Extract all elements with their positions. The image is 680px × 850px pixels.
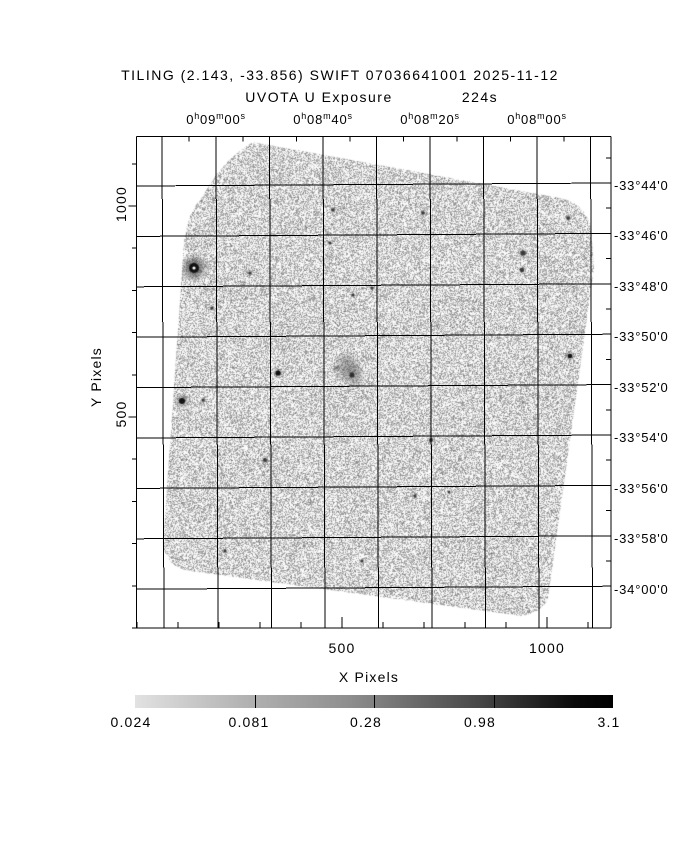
- x-tick-label: 500: [329, 640, 356, 656]
- x-tick-label: 1000: [529, 640, 565, 656]
- plot-line: [377, 137, 379, 629]
- ra-tick-label: 0h08m20s: [400, 112, 460, 127]
- ra-tick-label: 0h08m00s: [507, 112, 567, 127]
- plot-line: [137, 284, 612, 287]
- dec-tick-label: -33°54'0: [614, 430, 669, 445]
- colorbar-tick-label: 3.1: [597, 714, 620, 730]
- dec-tick-label: -33°52'0: [614, 380, 669, 395]
- dec-tick-label: -33°48'0: [614, 279, 669, 294]
- plot-line: [137, 183, 612, 186]
- dec-tick-label: -33°56'0: [614, 481, 669, 496]
- plot-line: [537, 137, 539, 629]
- plot-line: [137, 536, 612, 539]
- ra-tick-label: 0h09m00s: [186, 112, 246, 127]
- ra-tick-label: 0h08m40s: [293, 112, 353, 127]
- plot-line: [484, 137, 486, 629]
- dec-tick-label: -33°46'0: [614, 228, 669, 243]
- y-tick-label: 1000: [113, 186, 129, 222]
- colorbar-divider-tick: [255, 695, 256, 708]
- x-axis-label: X Pixels: [339, 669, 399, 685]
- plot-line: [137, 233, 612, 236]
- dec-tick-label: -33°58'0: [614, 531, 669, 546]
- dec-tick-label: -34°00'0: [614, 582, 669, 597]
- plot-line: [591, 137, 593, 629]
- y-tick-label: 500: [113, 401, 129, 428]
- plot-line: [270, 137, 272, 629]
- colorbar-tick-label: 0.28: [350, 714, 382, 730]
- plot-line: [137, 334, 612, 337]
- colorbar-tick-label: 0.024: [110, 714, 151, 730]
- plot-line: [323, 137, 325, 629]
- plot-line: [430, 137, 432, 629]
- plot-line: [137, 435, 612, 438]
- plot-line: [162, 137, 164, 629]
- axes-grid-svg: [0, 0, 680, 850]
- uvot-exposure-plot-page: TILING (2.143, -33.856) SWIFT 0703664100…: [0, 0, 680, 850]
- dec-tick-label: -33°44'0: [614, 178, 669, 193]
- colorbar: [135, 695, 613, 708]
- plot-line: [137, 586, 612, 589]
- plot-line: [137, 485, 612, 488]
- colorbar-tick-label: 0.98: [464, 714, 496, 730]
- colorbar-divider-tick: [374, 695, 375, 708]
- plot-line: [216, 137, 218, 629]
- y-axis-label: Y Pixels: [88, 347, 104, 407]
- colorbar-divider-tick: [494, 695, 495, 708]
- dec-tick-label: -33°50'0: [614, 329, 669, 344]
- plot-line: [137, 385, 612, 388]
- colorbar-tick-label: 0.081: [228, 714, 269, 730]
